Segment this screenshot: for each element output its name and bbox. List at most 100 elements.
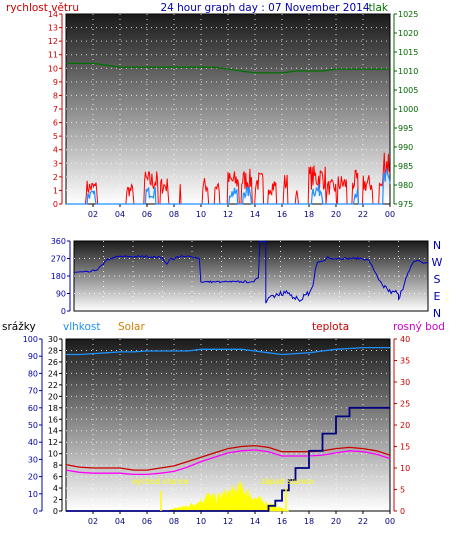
x-tick-label: 12	[223, 517, 233, 526]
wind-axis-tick-label: 1	[53, 186, 58, 195]
wind-direction-line	[73, 239, 429, 304]
wind-axis-tick-label: 3	[53, 159, 58, 168]
temperature-axis-tick-label: 20	[400, 421, 410, 430]
pressure-axis-tick-label: 995	[398, 124, 413, 133]
solar-axis-tick-label: 6	[53, 473, 58, 482]
wind-axis-tick-label: 12	[48, 37, 58, 46]
wind-axis-tick-label: 10	[48, 64, 58, 73]
x-tick-label: 00	[385, 210, 395, 219]
humidity-label: vlhkost	[63, 321, 101, 333]
humidity-axis-tick-label: 60	[28, 404, 38, 413]
x-tick-label: 04	[115, 517, 125, 526]
solar-axis-tick-label: 30	[48, 335, 58, 344]
x-tick-label: 16	[277, 517, 287, 526]
temperature-line	[65, 444, 391, 471]
direction-label-n-top: N	[433, 239, 441, 252]
wind-axis-tick-label: 0	[53, 200, 58, 209]
pressure-axis-tick-label: 1010	[398, 67, 418, 76]
temperature-axis-tick-label: 15	[400, 443, 410, 452]
solar-axis-tick-label: 20	[48, 392, 58, 401]
temperature-axis-tick-label: 30	[400, 378, 410, 387]
solar-axis-tick-label: 0	[53, 507, 58, 516]
temperature-axis-tick-label: 35	[400, 357, 410, 366]
solar-axis-tick-label: 16	[48, 415, 58, 424]
direction-label-w: W	[432, 256, 443, 269]
x-tick-label: 20	[331, 517, 341, 526]
wind-direction-grid	[74, 241, 428, 311]
pressure-axis-tick-label: 990	[398, 143, 413, 152]
sunset-annotation: západ slunce	[261, 477, 314, 486]
climate-series	[65, 346, 391, 512]
solar-axis-tick-label: 2	[53, 496, 58, 505]
x-tick-label: 18	[304, 517, 314, 526]
x-tick-label: 02	[88, 517, 98, 526]
pressure-axis: 975 980 985 990 995 1000 1005 1010 1015 1020 1025	[393, 10, 418, 209]
solar-axis-tick-label: 18	[48, 404, 58, 413]
solar-axis-tick-label: 10	[48, 450, 58, 459]
pressure-line	[66, 62, 390, 74]
x-tick-label: 18	[304, 210, 314, 219]
wind-axis-tick-label: 4	[53, 146, 58, 155]
temperature-axis-tick-label: 40	[400, 335, 410, 344]
humidity-axis-tick-label: 0	[33, 507, 38, 516]
temperature-axis-tick-label: 0	[400, 507, 405, 516]
pressure-axis-tick-label: 1025	[398, 10, 418, 19]
solar-axis-tick-label: 12	[48, 438, 58, 447]
direction-axis-tick-label: 360	[51, 237, 66, 246]
direction-label-n-bottom: N	[433, 307, 441, 320]
x-tick-label: 06	[142, 210, 152, 219]
humidity-axis-tick-label: 10	[28, 490, 38, 499]
temperature-axis-tick-label: 25	[400, 400, 410, 409]
solar-axis-tick-label: 22	[48, 381, 58, 390]
wind-time-axis: 02 04 06 08 10 12 14 16 18 20 22 00	[88, 204, 395, 219]
humidity-line	[66, 346, 390, 356]
direction-axis-tick-label: 270	[51, 255, 66, 264]
solar-axis-tick-label: 14	[48, 427, 58, 436]
x-tick-label: 04	[115, 210, 125, 219]
humidity-axis-tick-label: 30	[28, 455, 38, 464]
dewpoint-line	[65, 449, 391, 476]
x-tick-label: 06	[142, 517, 152, 526]
solar-axis-tick-label: 24	[48, 369, 58, 378]
solar-axis-tick-label: 26	[48, 358, 58, 367]
x-tick-label: 10	[196, 517, 206, 526]
x-tick-label: 22	[358, 210, 368, 219]
temperature-axis-tick-label: 10	[400, 464, 410, 473]
temperature-axis: 0 5 10 15 20 25 30 35 40	[393, 335, 410, 516]
pressure-label: tlak	[368, 2, 388, 14]
chart-title: 24 hour graph day : 07 November 2014	[160, 2, 369, 14]
direction-axis-tick-label: 90	[56, 290, 66, 299]
x-tick-label: 16	[277, 210, 287, 219]
pressure-axis-tick-label: 1005	[398, 86, 418, 95]
wind-direction-axis: 0 90 180 270 360	[51, 237, 71, 316]
pressure-axis-tick-label: 1000	[398, 105, 418, 114]
solar-label: Solar	[118, 321, 145, 333]
humidity-axis-tick-label: 50	[28, 421, 38, 430]
wind-label: rychlost větru	[6, 2, 79, 14]
x-tick-label: 08	[169, 210, 179, 219]
wind-pressure-grid	[66, 14, 390, 204]
pressure-axis-tick-label: 1020	[398, 29, 418, 38]
wind-axis-tick-label: 9	[53, 78, 58, 87]
wind-axis-tick-label: 6	[53, 119, 58, 128]
wind-average-line	[66, 167, 391, 205]
x-tick-label: 14	[250, 210, 260, 219]
wind-pressure-series	[66, 62, 391, 205]
solar-axis-tick-label: 4	[53, 484, 58, 493]
direction-label-e: E	[434, 290, 441, 303]
temperature-axis-tick-label: 5	[400, 486, 405, 495]
solar-axis-tick-label: 28	[48, 346, 58, 355]
x-tick-label: 20	[331, 210, 341, 219]
wind-axis-tick-label: 7	[53, 105, 58, 114]
x-tick-label: 22	[358, 517, 368, 526]
direction-label-s: S	[434, 273, 441, 286]
wind-axis-tick-label: 8	[53, 91, 58, 100]
humidity-axis-tick-label: 80	[28, 369, 38, 378]
pressure-axis-tick-label: 975	[398, 200, 413, 209]
humidity-axis-tick-label: 20	[28, 473, 38, 482]
humidity-axis-tick-label: 40	[28, 438, 38, 447]
